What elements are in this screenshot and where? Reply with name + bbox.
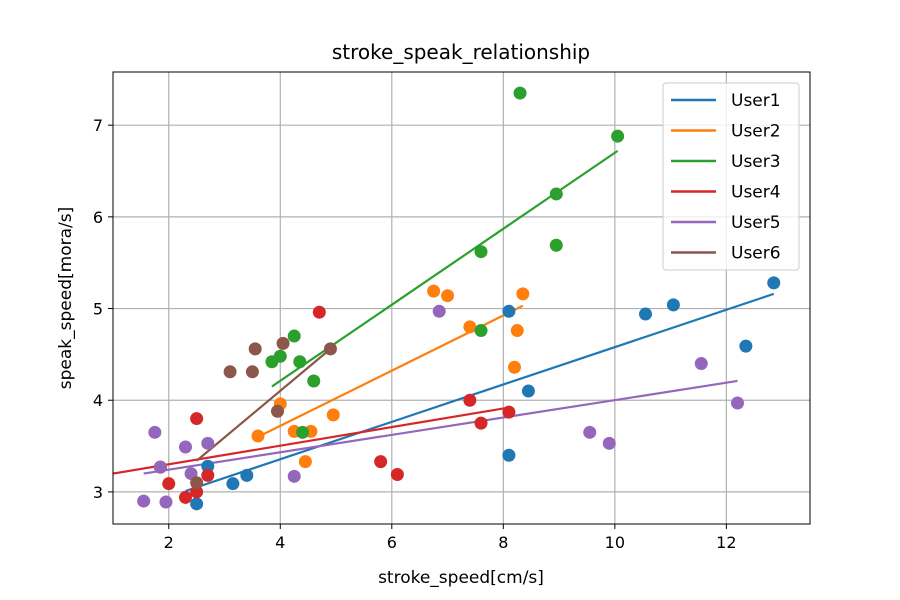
data-point-user2 — [510, 324, 524, 338]
data-point-user4 — [390, 467, 404, 481]
data-point-user1 — [639, 307, 653, 321]
y-tick-label: 5 — [93, 300, 103, 319]
data-point-user5 — [432, 304, 446, 318]
data-point-user3 — [307, 374, 321, 388]
data-point-user5 — [201, 436, 215, 450]
legend-label-user4: User4 — [731, 183, 781, 203]
data-point-user2 — [298, 455, 312, 469]
chart-title: stroke_speak_relationship — [332, 40, 590, 64]
data-point-user3 — [513, 86, 527, 100]
data-point-user6 — [323, 342, 337, 356]
data-point-user3 — [549, 187, 563, 201]
data-point-user6 — [223, 365, 237, 379]
fit-line-user5 — [143, 379, 738, 475]
x-tick-label: 10 — [605, 533, 625, 552]
legend-box — [662, 82, 800, 271]
data-point-user2 — [516, 287, 530, 301]
y-tick-label: 4 — [93, 391, 103, 410]
data-point-user6 — [245, 365, 259, 379]
legend: User1 User2 User3 User4 User5 User6 — [662, 82, 800, 271]
data-point-user2 — [507, 360, 521, 374]
x-tick-label: 12 — [716, 533, 736, 552]
legend-entries: User1 User2 User3 User4 User5 User6 — [671, 91, 781, 264]
data-point-user3 — [549, 238, 563, 252]
data-point-user3 — [474, 324, 488, 338]
x-axis-ticks: 2 4 6 8 10 12 — [164, 524, 737, 552]
data-point-user3 — [611, 129, 625, 143]
data-point-user4 — [190, 412, 204, 426]
data-point-user5 — [583, 425, 597, 439]
data-point-user6 — [190, 476, 204, 490]
fit-line-user6 — [195, 348, 332, 462]
plot-area-frame — [112, 71, 811, 525]
data-point-user5 — [153, 460, 167, 474]
x-tick-label: 8 — [498, 533, 508, 552]
data-point-user4 — [190, 485, 204, 499]
data-point-user2 — [441, 289, 455, 303]
data-point-user3 — [474, 245, 488, 259]
data-point-user5 — [137, 494, 151, 508]
data-point-user2 — [427, 284, 441, 298]
x-tick-label: 2 — [164, 533, 174, 552]
legend-label-user6: User6 — [731, 244, 781, 264]
fit-line-user4 — [112, 406, 510, 475]
y-tick-label: 7 — [93, 116, 103, 135]
legend-label-user1: User1 — [731, 91, 781, 111]
data-point-user5 — [602, 436, 616, 450]
data-point-user4 — [474, 416, 488, 430]
legend-label-user5: User5 — [731, 213, 781, 233]
data-point-user4 — [463, 393, 477, 407]
data-point-user4 — [374, 455, 388, 469]
data-point-user1 — [240, 468, 254, 482]
data-point-user1 — [739, 339, 753, 353]
y-tick-label: 6 — [93, 208, 103, 227]
fit-line-user1 — [185, 292, 775, 493]
data-point-user1 — [201, 459, 215, 473]
y-axis-ticks: 3 4 5 6 7 — [93, 116, 113, 502]
data-point-user1 — [502, 448, 516, 462]
data-point-user6 — [276, 336, 290, 350]
data-point-user1 — [226, 477, 240, 491]
data-point-user1 — [666, 298, 680, 312]
x-tick-label: 4 — [275, 533, 285, 552]
data-point-user1 — [190, 497, 204, 511]
data-point-user5 — [178, 440, 192, 454]
data-point-user2 — [326, 408, 340, 422]
data-point-user4 — [312, 305, 326, 319]
x-tick-label: 6 — [387, 533, 397, 552]
data-point-user1 — [521, 384, 535, 398]
legend-label-user2: User2 — [731, 122, 781, 142]
data-point-user5 — [731, 396, 745, 410]
data-points — [137, 86, 781, 511]
data-point-user1 — [767, 276, 781, 290]
data-point-user2 — [463, 320, 477, 334]
data-point-user4 — [162, 477, 176, 491]
legend-label-user3: User3 — [731, 152, 781, 172]
y-tick-label: 3 — [93, 483, 103, 502]
data-point-user4 — [502, 405, 516, 419]
data-point-user4 — [178, 490, 192, 504]
y-axis-label: speak_speed[mora/s] — [56, 207, 76, 389]
data-point-user1 — [502, 304, 516, 318]
data-point-user5 — [159, 495, 173, 509]
data-point-user5 — [148, 425, 162, 439]
data-point-user4 — [201, 468, 215, 482]
data-point-user5 — [694, 357, 708, 371]
data-point-user6 — [270, 404, 284, 418]
data-point-user5 — [287, 469, 301, 483]
data-point-user6 — [248, 342, 262, 356]
data-point-user3 — [293, 355, 307, 369]
data-point-user2 — [251, 429, 265, 443]
data-point-user3 — [287, 329, 301, 343]
x-axis-label: stroke_speed[cm/s] — [378, 568, 544, 588]
data-point-user3 — [296, 425, 310, 439]
data-point-user3 — [273, 349, 287, 363]
